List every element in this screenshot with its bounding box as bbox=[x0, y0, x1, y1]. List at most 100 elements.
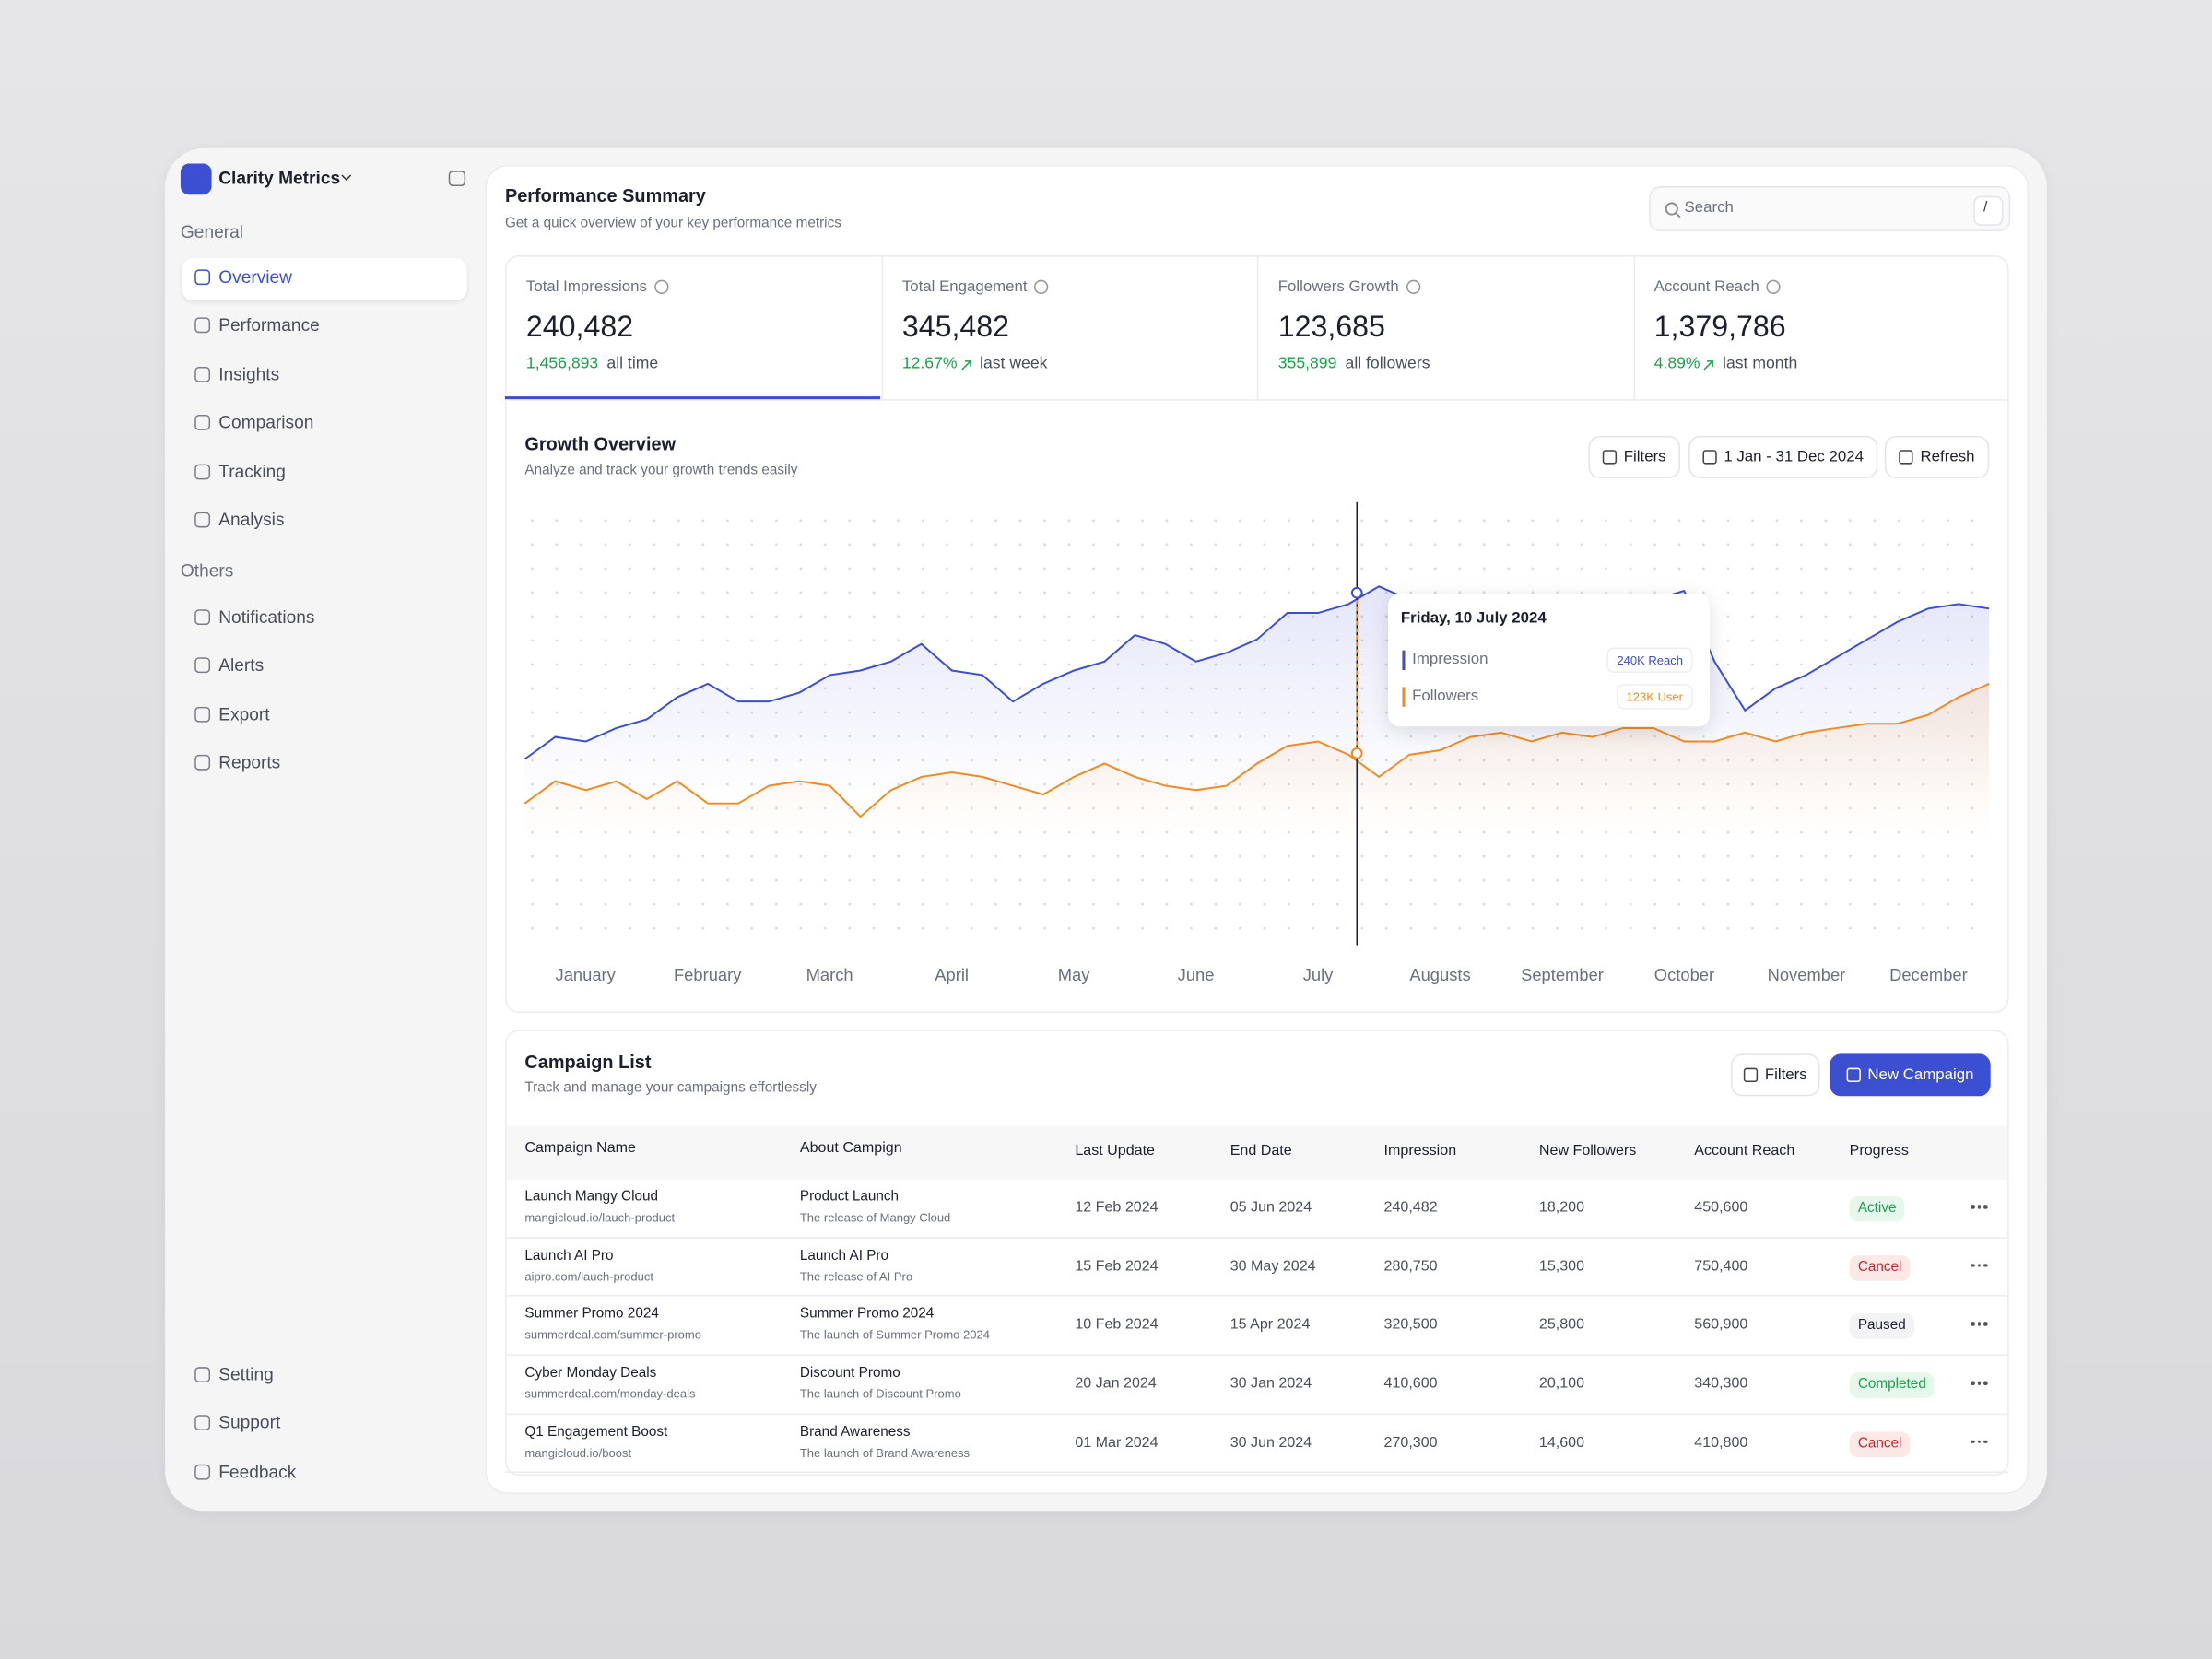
button-label: Refresh bbox=[1920, 448, 1975, 466]
menu-dot bbox=[1983, 1322, 1987, 1326]
stat-sub-label: last month bbox=[1723, 355, 1798, 373]
table-cell: 30 Jan 2024 bbox=[1230, 1375, 1312, 1393]
button-icon bbox=[1899, 450, 1913, 465]
toolbar-button[interactable]: Filters bbox=[1731, 1053, 1820, 1097]
campaign-url: mangicloud.io/lauch-product bbox=[524, 1210, 676, 1225]
stat-sub-label: all time bbox=[606, 355, 659, 373]
nav-item[interactable]: Analysis bbox=[218, 510, 285, 530]
section-title: Others bbox=[180, 560, 234, 581]
nav-item[interactable]: Support bbox=[218, 1413, 281, 1433]
icon bbox=[194, 463, 211, 479]
nav-item[interactable]: Reports bbox=[218, 752, 281, 773]
button-icon bbox=[1602, 450, 1618, 465]
x-tick-label: July bbox=[1303, 965, 1334, 984]
campaign-name: Q1 Engagement Boost bbox=[524, 1424, 668, 1441]
table-cell: 450,600 bbox=[1694, 1198, 1748, 1216]
nav-item[interactable]: Alerts bbox=[218, 655, 265, 676]
menu-dot bbox=[1983, 1263, 1987, 1267]
nav-item[interactable]: Overview bbox=[218, 267, 292, 288]
icon bbox=[194, 755, 211, 771]
row-menu[interactable] bbox=[1971, 1381, 1990, 1387]
nav-item[interactable]: Performance bbox=[218, 315, 320, 336]
campaign-name: Launch Mangy Cloud bbox=[524, 1189, 659, 1206]
menu-dot bbox=[1977, 1381, 1981, 1385]
section-subtitle: Track and manage your campaigns effortle… bbox=[524, 1080, 817, 1097]
info-icon bbox=[1766, 279, 1781, 294]
column-header: Progress bbox=[1849, 1142, 1909, 1159]
toolbar-button[interactable]: New Campaign bbox=[1830, 1053, 1991, 1097]
campaign-about: Product Launch bbox=[799, 1189, 900, 1206]
stat-sub-value: 12.67% bbox=[901, 355, 958, 373]
campaign-url: summerdeal.com/monday-deals bbox=[524, 1386, 696, 1401]
section-subtitle: Analyze and track your growth trends eas… bbox=[524, 463, 798, 478]
x-tick-label: February bbox=[674, 965, 742, 984]
table-cell: 20,100 bbox=[1538, 1375, 1585, 1393]
icon bbox=[194, 1415, 211, 1431]
series-line bbox=[524, 682, 1990, 818]
toolbar-button[interactable]: Filters bbox=[1588, 435, 1680, 478]
campaign-panel bbox=[504, 1030, 2009, 1477]
x-tick-label: May bbox=[1058, 965, 1091, 984]
row-menu[interactable] bbox=[1971, 1322, 1990, 1328]
brand-name: Clarity Metrics bbox=[218, 168, 341, 189]
toolbar-button[interactable]: Refresh bbox=[1884, 435, 1990, 478]
x-tick-label: Augusts bbox=[1409, 965, 1470, 984]
search-box[interactable] bbox=[1649, 186, 2011, 232]
status-badge: Paused bbox=[1849, 1313, 1914, 1340]
nav-item[interactable]: Comparison bbox=[218, 412, 314, 433]
button-label: Filters bbox=[1623, 448, 1666, 466]
button-icon bbox=[1702, 450, 1717, 465]
hover-point bbox=[1350, 586, 1363, 599]
nav-item[interactable]: Tracking bbox=[218, 461, 286, 482]
status-badge: Cancel bbox=[1849, 1254, 1911, 1281]
column-header: Impression bbox=[1383, 1142, 1457, 1159]
section-title: Growth Overview bbox=[524, 433, 677, 455]
campaign-about: Brand Awareness bbox=[799, 1424, 911, 1441]
table-cell: 750,400 bbox=[1694, 1257, 1748, 1275]
icon bbox=[194, 1464, 211, 1480]
table-cell: 340,300 bbox=[1694, 1375, 1748, 1393]
overview-highlight bbox=[182, 258, 467, 301]
section-title: General bbox=[180, 222, 244, 242]
nav-item[interactable]: Feedback bbox=[218, 1462, 297, 1482]
collapse-icon[interactable] bbox=[448, 171, 466, 187]
stat-active-underline bbox=[504, 396, 881, 400]
nav-item[interactable]: Export bbox=[218, 704, 270, 724]
table-cell: 05 Jun 2024 bbox=[1230, 1198, 1312, 1216]
menu-dot bbox=[1983, 1440, 1987, 1444]
table-cell: 25,800 bbox=[1538, 1316, 1585, 1334]
toolbar-button[interactable]: 1 Jan - 31 Dec 2024 bbox=[1688, 435, 1878, 478]
legend-bar bbox=[1402, 686, 1406, 707]
legend-name: Impression bbox=[1412, 651, 1488, 668]
row-divider bbox=[504, 1354, 2009, 1356]
nav-item[interactable]: Setting bbox=[218, 1364, 274, 1385]
row-menu[interactable] bbox=[1971, 1205, 1990, 1210]
page-subtitle: Get a quick overview of your key perform… bbox=[504, 216, 841, 232]
x-tick-label: June bbox=[1178, 965, 1215, 984]
stat-label: Total Engagement bbox=[902, 278, 1049, 297]
menu-dot bbox=[1983, 1205, 1987, 1208]
campaign-url: mangicloud.io/boost bbox=[524, 1445, 632, 1460]
row-divider bbox=[504, 1413, 2009, 1415]
menu-dot bbox=[1977, 1205, 1981, 1208]
icon bbox=[194, 269, 211, 286]
icon bbox=[194, 415, 211, 431]
button-label: Filters bbox=[1764, 1066, 1807, 1084]
info-icon bbox=[1034, 279, 1049, 294]
stat-value: 345,482 bbox=[901, 311, 1010, 344]
table-cell: 15,300 bbox=[1538, 1257, 1585, 1275]
column-header: New Followers bbox=[1538, 1142, 1637, 1159]
trend-arrow bbox=[1703, 360, 1714, 371]
column-header: End Date bbox=[1230, 1142, 1292, 1159]
campaign-about-detail: The release of Mangy Cloud bbox=[799, 1210, 951, 1225]
table-cell: 15 Apr 2024 bbox=[1230, 1316, 1311, 1334]
nav-item[interactable]: Insights bbox=[218, 364, 280, 384]
row-menu[interactable] bbox=[1971, 1263, 1990, 1269]
nav-item[interactable]: Notifications bbox=[218, 606, 315, 628]
row-menu[interactable] bbox=[1971, 1440, 1990, 1445]
brand-logo[interactable] bbox=[180, 163, 212, 195]
campaign-about: Summer Promo 2024 bbox=[799, 1306, 935, 1323]
x-tick-label: October bbox=[1654, 965, 1714, 984]
table-cell: 320,500 bbox=[1383, 1316, 1438, 1334]
